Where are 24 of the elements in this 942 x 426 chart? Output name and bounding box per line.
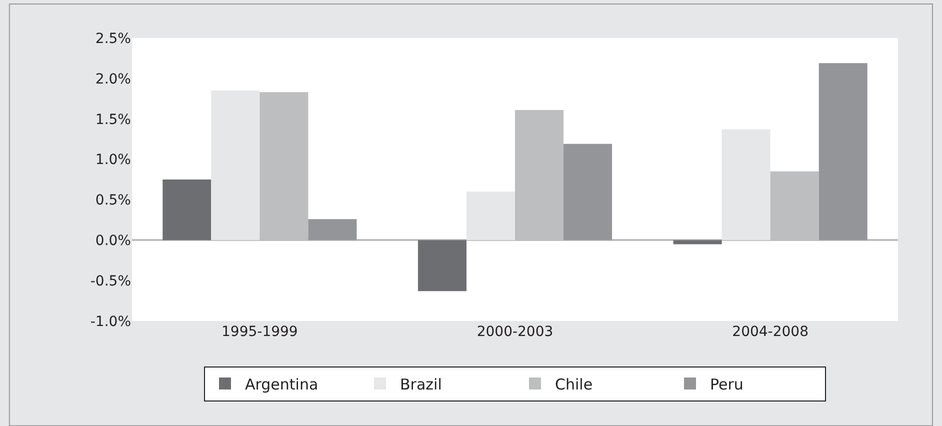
y-tick-label: 0.0% — [95, 233, 131, 250]
y-tick-label: 0.5% — [95, 192, 131, 209]
bar — [418, 240, 466, 292]
x-tick-label: 2004-2008 — [732, 324, 808, 340]
y-tick-label: 1.0% — [95, 152, 131, 168]
y-tick-label: 2.5% — [95, 30, 131, 47]
y-tick-label: 2.0% — [95, 71, 131, 88]
x-tick-label: 1995-1999 — [222, 324, 298, 340]
bar — [818, 63, 868, 240]
legend-label: Chile — [555, 375, 593, 394]
y-tick-label: -1.0% — [90, 314, 131, 330]
bar — [466, 192, 515, 240]
bar — [564, 144, 612, 240]
y-tick-label: -0.5% — [90, 273, 131, 290]
bar — [162, 180, 212, 240]
y-tick-label: 1.5% — [95, 112, 131, 128]
legend-label: Peru — [710, 375, 744, 394]
bar — [211, 90, 260, 240]
legend-label: Argentina — [245, 375, 318, 394]
bar — [308, 219, 357, 240]
x-tick-label: 2000-2003 — [476, 324, 554, 340]
legend-label: Brazil — [400, 375, 442, 394]
bar — [673, 240, 722, 244]
bar — [722, 129, 770, 240]
